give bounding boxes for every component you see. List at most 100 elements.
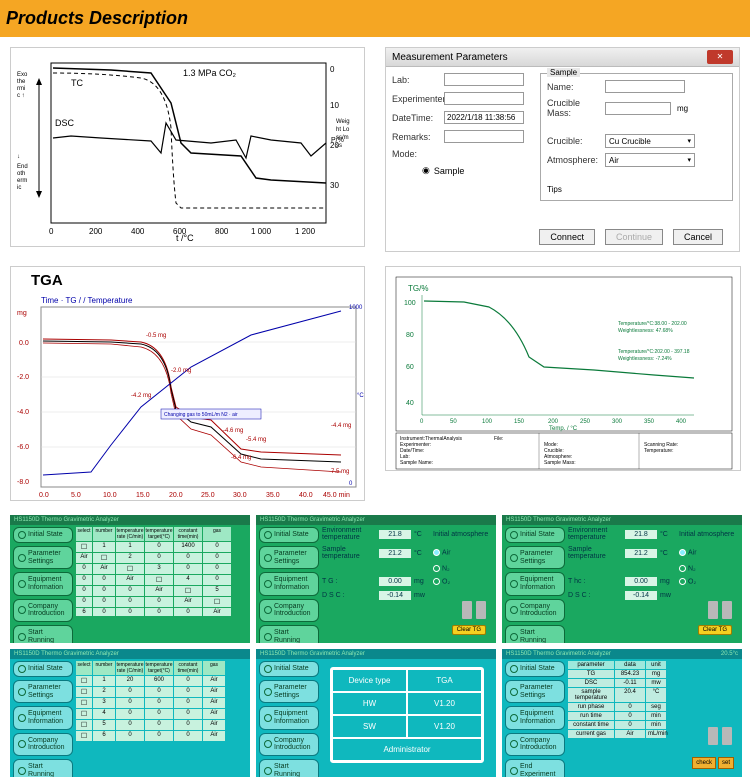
dialog-titlebar: Measurement Parameters ✕	[386, 48, 739, 67]
content-area: 1.3 MPa CO₂ TC DSC t /°C Exothermic ↑ ↓E…	[0, 37, 750, 777]
svg-text:800: 800	[215, 227, 229, 236]
equipment-info-button[interactable]: Equipment Information	[505, 572, 565, 595]
svg-text:10.0: 10.0	[103, 492, 117, 499]
start-running-button[interactable]: Start Running	[259, 625, 319, 643]
name-input[interactable]	[605, 80, 685, 93]
chart1-title: 1.3 MPa CO₂	[183, 68, 237, 78]
start-running-button[interactable]: Start Running	[13, 759, 73, 777]
svg-text:Sample Mass:: Sample Mass:	[544, 460, 576, 466]
initial-state-button[interactable]: Initial State	[505, 661, 565, 677]
clear-tg-button[interactable]: Clear TG	[452, 625, 486, 635]
lab-input[interactable]	[444, 73, 524, 86]
svg-text:100: 100	[404, 300, 416, 307]
svg-text:Changing gas to 50mL/m N2 · ai: Changing gas to 50mL/m N2 · air	[164, 412, 238, 418]
lab-label: Lab:	[392, 75, 440, 85]
n2-radio[interactable]	[679, 565, 686, 572]
equipment-info-button[interactable]: Equipment Information	[13, 706, 73, 729]
clear-tg-button[interactable]: Clear TG	[698, 625, 732, 635]
svg-text:35.0: 35.0	[266, 492, 280, 499]
initial-state-button[interactable]: Initial State	[259, 661, 319, 677]
svg-text:↓: ↓	[17, 154, 20, 160]
company-intro-button[interactable]: Company Introduction	[259, 733, 319, 756]
svg-text:End: End	[17, 164, 28, 170]
start-running-button[interactable]: Start Running	[13, 625, 73, 643]
start-running-button[interactable]: Start Running	[259, 759, 319, 777]
company-intro-button[interactable]: Company Introduction	[13, 599, 73, 622]
continue-button[interactable]: Continue	[605, 229, 663, 245]
svg-text:ic: ic	[17, 185, 21, 191]
atmosphere-select[interactable]: Air	[605, 153, 695, 167]
svg-text:Temperature/°C:38.00 - 202.00: Temperature/°C:38.00 - 202.00	[618, 321, 687, 327]
air-radio[interactable]	[679, 549, 686, 556]
svg-text:15.0: 15.0	[136, 492, 150, 499]
parameter-settings-button[interactable]: Parameter Settings	[13, 680, 73, 703]
company-intro-button[interactable]: Company Introduction	[505, 599, 565, 622]
o2-radio[interactable]	[433, 578, 440, 585]
set-button[interactable]: set	[718, 757, 734, 769]
crucible-mass-input[interactable]	[605, 102, 671, 115]
svg-text:20.0: 20.0	[169, 492, 183, 499]
svg-text:TG/%: TG/%	[408, 284, 428, 293]
company-intro-button[interactable]: Company Introduction	[505, 733, 565, 756]
svg-text:200: 200	[89, 227, 103, 236]
dsc-label: DSC	[55, 118, 75, 128]
svg-text:1 000: 1 000	[251, 227, 272, 236]
svg-text:Exo: Exo	[17, 72, 28, 78]
close-icon[interactable]: ✕	[707, 50, 733, 64]
n2-radio[interactable]	[433, 565, 440, 572]
dt-label: DateTime:	[392, 113, 440, 123]
parameter-settings-button[interactable]: Parameter Settings	[259, 546, 319, 569]
panel-1: HS1150D Thermo Gravimetric Analyzer Init…	[10, 515, 250, 643]
svg-text:-4.6 mg: -4.6 mg	[223, 428, 243, 434]
parameter-settings-button[interactable]: Parameter Settings	[505, 546, 565, 569]
svg-text:10: 10	[330, 101, 339, 110]
svg-text:40: 40	[406, 400, 414, 407]
sample-radio[interactable]: ◉	[422, 165, 430, 176]
o2-radio[interactable]	[679, 578, 686, 585]
program-table: selectnumbertemperature rate (C/min)temp…	[76, 527, 246, 616]
svg-text:25.0: 25.0	[201, 492, 215, 499]
end-experiment-button[interactable]: End Experiment	[505, 759, 565, 777]
svg-text:Temperature/°C:202.00 - 397.18: Temperature/°C:202.00 - 397.18	[618, 349, 690, 355]
remarks-input[interactable]	[444, 130, 524, 143]
svg-text:80: 80	[406, 332, 414, 339]
initial-state-button[interactable]: Initial State	[259, 527, 319, 543]
parameter-settings-button[interactable]: Parameter Settings	[13, 546, 73, 569]
equipment-info-button[interactable]: Equipment Information	[259, 572, 319, 595]
datetime-input[interactable]	[444, 111, 524, 124]
company-intro-button[interactable]: Company Introduction	[259, 599, 319, 622]
row-2: TGA Time · TG / / Temperature mg0.0-2.0 …	[10, 266, 740, 501]
tga-chart: TGA Time · TG / / Temperature mg0.0-2.0 …	[10, 266, 365, 501]
svg-text:0: 0	[330, 65, 335, 74]
company-intro-button[interactable]: Company Introduction	[13, 733, 73, 756]
tga-subtitle: Time · TG / / Temperature	[41, 296, 133, 305]
initial-state-button[interactable]: Initial State	[505, 527, 565, 543]
initial-state-button[interactable]: Initial State	[13, 527, 73, 543]
svg-text:-6.0: -6.0	[17, 444, 29, 451]
svg-text:350: 350	[644, 419, 655, 425]
svg-text:400: 400	[131, 227, 145, 236]
equipment-info-button[interactable]: Equipment Information	[259, 706, 319, 729]
connect-button[interactable]: Connect	[539, 229, 595, 245]
svg-text:Temp. / °C: Temp. / °C	[549, 426, 578, 432]
exp-label: Experimenter:	[392, 94, 440, 104]
equipment-info-button[interactable]: Equipment Information	[13, 572, 73, 595]
start-running-button[interactable]: Start Running	[505, 625, 565, 643]
check-button[interactable]: check	[692, 757, 716, 769]
svg-text:°C: °C	[357, 393, 364, 399]
svg-text:-6.4 mg: -6.4 mg	[231, 455, 251, 461]
svg-text:-2.0 mg: -2.0 mg	[171, 368, 191, 374]
svg-text:File:: File:	[494, 436, 503, 442]
svg-text:0: 0	[420, 419, 424, 425]
crucible-select[interactable]: Cu Crucible	[605, 134, 695, 148]
experimenter-input[interactable]	[444, 92, 524, 105]
parameter-settings-button[interactable]: Parameter Settings	[505, 680, 565, 703]
initial-state-button[interactable]: Initial State	[13, 661, 73, 677]
equipment-info-button[interactable]: Equipment Information	[505, 706, 565, 729]
parameter-settings-button[interactable]: Parameter Settings	[259, 680, 319, 703]
air-radio[interactable]	[433, 549, 440, 556]
svg-text:oth: oth	[17, 171, 25, 177]
svg-text:-4.4 mg: -4.4 mg	[331, 423, 351, 429]
cancel-button[interactable]: Cancel	[673, 229, 723, 245]
svg-text:-4.0: -4.0	[17, 409, 29, 416]
